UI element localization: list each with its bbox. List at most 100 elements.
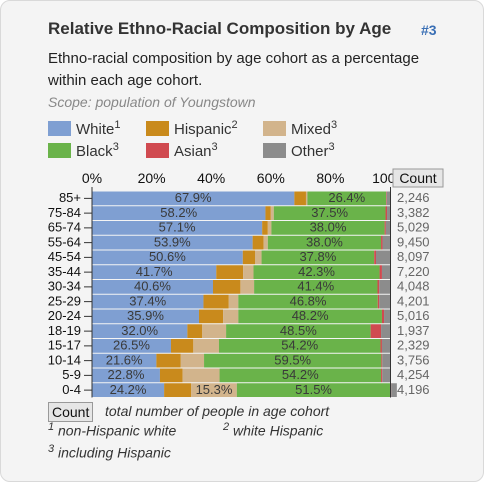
bar-segment (92, 206, 266, 220)
chart-subtitle: Ethno-racial composition by age cohort a… (48, 50, 420, 89)
data-label: 59.5% (274, 352, 311, 367)
row-label: 0-4 (62, 382, 81, 397)
footnote-2-text: white Hispanic (233, 422, 324, 439)
legend-label-other: Other (291, 143, 329, 160)
legend-note-hispanic: 2 (231, 119, 238, 131)
bar-segment (236, 383, 391, 397)
footnote-2-mark: 2 (223, 421, 230, 433)
chart-title: Relative Ethno-Racial Composition by Age (48, 19, 392, 38)
row-label: 75-84 (48, 205, 81, 220)
bar-segment (92, 221, 263, 235)
bar-segment (370, 324, 382, 338)
data-label: 37.4% (129, 293, 166, 308)
bar-segment (164, 383, 192, 397)
bar-segment (381, 265, 390, 279)
data-label: 40.6% (134, 279, 171, 294)
count-value: 3,382 (397, 205, 430, 220)
bar-segment (242, 250, 256, 265)
count-value: 4,048 (397, 279, 430, 294)
bar-segment (377, 294, 380, 309)
data-label: 21.6% (106, 352, 143, 367)
count-header-box (392, 168, 444, 188)
data-label: 37.5% (311, 205, 348, 220)
bar-segment (204, 353, 382, 368)
bar-segment (384, 221, 386, 235)
bar-segment (92, 280, 213, 294)
bar-segment (92, 353, 157, 368)
bar-segment (193, 339, 219, 353)
bar-segment (191, 383, 237, 397)
bar-segment (92, 324, 188, 338)
bar-segment (381, 353, 383, 368)
legend-swatch-black (48, 143, 71, 158)
bar-segment (379, 280, 390, 294)
data-label: 38.0% (306, 234, 343, 249)
bar-segment (386, 191, 387, 206)
bar-segment (382, 368, 390, 383)
x-tick-label: 20% (138, 170, 166, 186)
bar-segment (391, 383, 397, 397)
bar-segment (381, 309, 385, 324)
count-description: total number of people in age cohort (105, 403, 330, 419)
count-value: 2,329 (397, 338, 430, 353)
data-label: 54.2% (282, 367, 319, 382)
legend-swatch-hispanic (146, 121, 169, 136)
bar-segment (379, 265, 382, 279)
bar-segment (381, 368, 383, 383)
data-label: 41.7% (136, 264, 173, 279)
bar-segment (265, 206, 271, 220)
data-label: 15.3% (196, 382, 233, 397)
legend-label-hispanic: Hispanic (174, 121, 232, 138)
data-label: 37.8% (299, 249, 336, 264)
chart-number-badge[interactable]: #3 (421, 22, 437, 38)
bar-segment (216, 265, 244, 279)
legend-swatch-other (263, 143, 286, 158)
row-label: 55-64 (48, 234, 81, 249)
data-label: 35.9% (127, 308, 164, 323)
bar-segment (267, 221, 272, 235)
bar-segment (182, 368, 220, 383)
row-label: 15-17 (48, 338, 81, 353)
footnote-3-text: including Hispanic (58, 444, 171, 461)
data-label: 50.6% (149, 249, 186, 264)
data-label: 48.2% (292, 308, 329, 323)
legend-swatch-mixed (263, 121, 286, 136)
bar-segment (387, 206, 390, 220)
bar-segment (243, 265, 254, 279)
legend-note-black: 3 (112, 141, 119, 153)
bar-segment (170, 339, 194, 353)
footnote-3-mark: 3 (48, 443, 55, 455)
count-value: 4,201 (397, 293, 430, 308)
bar-segment (267, 235, 382, 250)
data-label: 51.5% (295, 382, 332, 397)
count-value: 3,756 (397, 352, 430, 367)
chart-scope: Scope: population of Youngstown (48, 94, 256, 110)
footnote-3: 3 including Hispanic (48, 443, 171, 461)
bar-segment (92, 265, 217, 279)
x-tick-label: 80% (316, 170, 344, 186)
bar-segment (212, 280, 241, 294)
data-label: 41.4% (297, 279, 334, 294)
bar-segment (262, 221, 268, 235)
data-label: 32.0% (121, 323, 158, 338)
legend-label-black: Black (76, 143, 113, 160)
footnote-1: 1 non-Hispanic white (48, 421, 176, 439)
row-label: 65-74 (48, 220, 81, 235)
bar-segment (385, 206, 388, 220)
legend-note-other: 3 (328, 141, 335, 153)
bar-segment (273, 206, 386, 220)
x-tick-label: 40% (197, 170, 225, 186)
bar-segment (379, 294, 390, 309)
bar-segment (159, 368, 183, 383)
footnote-1-mark: 1 (48, 421, 55, 433)
bar-segment (203, 294, 229, 309)
bar-segment (381, 324, 390, 338)
bar-segment (252, 235, 264, 250)
data-label: 26.5% (113, 338, 150, 353)
bar-segment (374, 250, 376, 265)
bar-segment (92, 250, 243, 265)
count-key-button[interactable]: Count (48, 402, 94, 422)
data-label: 67.9% (175, 190, 212, 205)
bar-segment (240, 280, 255, 294)
